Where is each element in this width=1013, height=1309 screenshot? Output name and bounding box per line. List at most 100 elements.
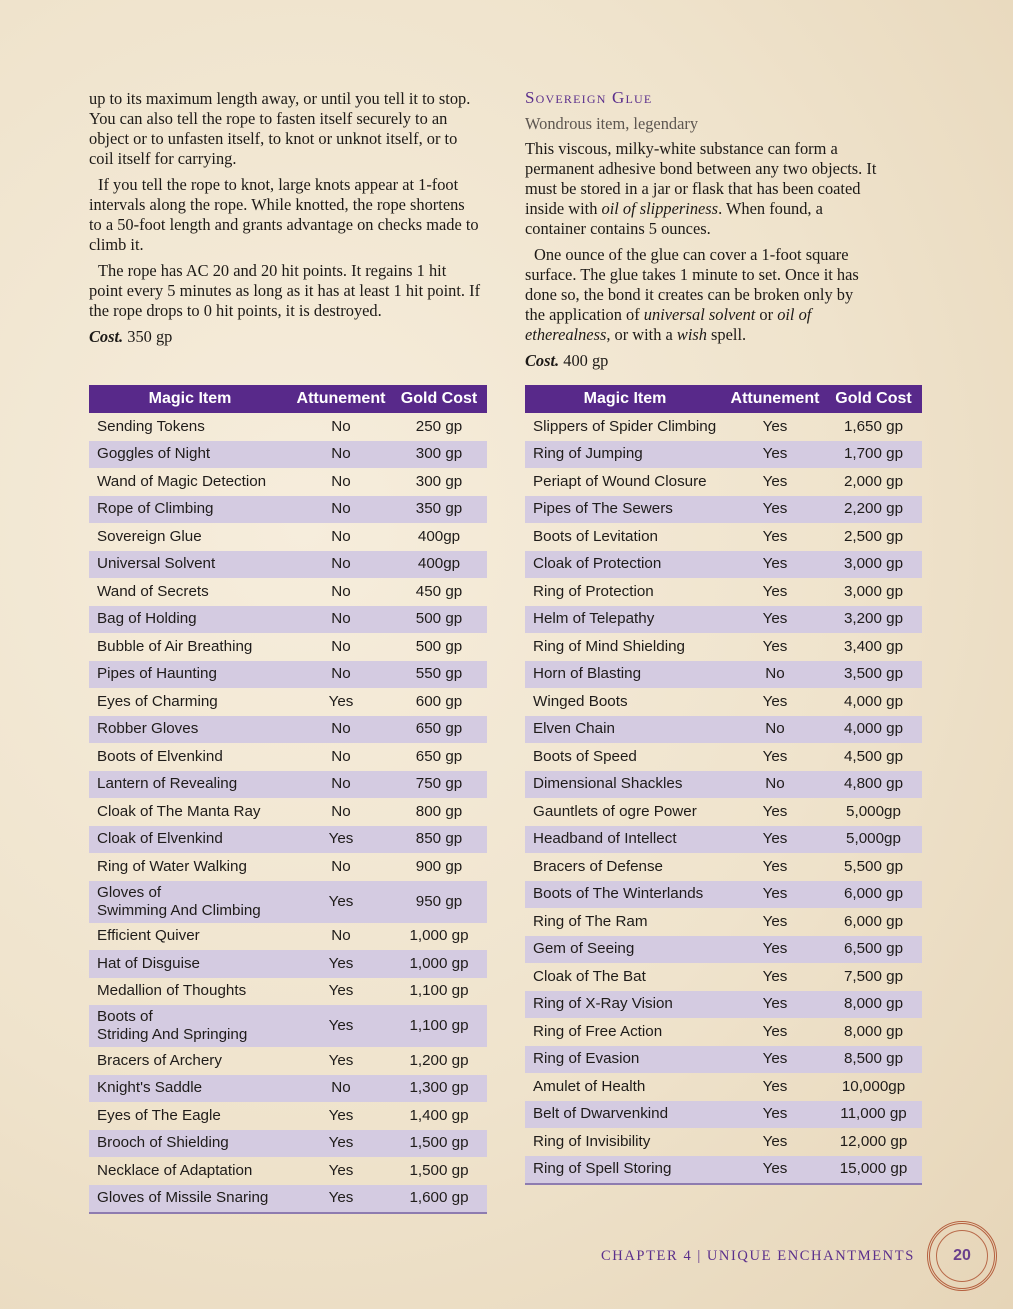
cell-gold-cost: 1,650 gp <box>843 417 904 435</box>
cell-attunement: No <box>291 770 391 798</box>
cell-magic-item: Wand of Secrets <box>97 582 209 600</box>
right-column-text: Sovereign Glue Wondrous item, legendary … <box>525 88 877 377</box>
cell-attunement: Yes <box>291 1129 391 1157</box>
cell-magic-item: Necklace of Adaptation <box>97 1161 253 1179</box>
table-row: Bracers of Archery Yes 1,200 gp <box>89 1047 487 1075</box>
cell-gold-cost: 11,000 gp <box>825 1100 922 1128</box>
table-row: Boots of Elvenkind No 650 gp <box>89 743 487 771</box>
cell-attunement: Yes <box>762 692 788 710</box>
cell-attunement: Yes <box>725 440 825 468</box>
cell-magic-item: Dimensional Shackles <box>525 770 725 798</box>
cell-magic-item: Knight's Saddle <box>89 1074 291 1102</box>
table-row: Helm of Telepathy Yes 3,200 gp <box>525 605 922 633</box>
table-row: Ring of Spell Storing Yes 15,000 gp <box>525 1155 922 1185</box>
cell-attunement: No <box>331 472 351 490</box>
cell-gold-cost: 3,000 gp <box>825 550 922 578</box>
cell-magic-item: Ring of Spell Storing <box>525 1155 725 1185</box>
table-row: Gloves of Missile Snaring Yes 1,600 gp <box>89 1184 487 1214</box>
table-row: Ring of Water Walking No 900 gp <box>89 853 487 881</box>
table-row: Gloves of Swimming And Climbing Yes 950 gp <box>89 880 487 923</box>
cell-gold-cost: 6,000 gp <box>825 880 922 908</box>
cell-magic-item: Lantern of Revealing <box>89 770 291 798</box>
cell-magic-item: Bracers of Defense <box>533 857 663 875</box>
cell-gold-cost: 1,100 gp <box>391 1005 487 1047</box>
cell-magic-item: Cloak of Elvenkind <box>89 825 291 853</box>
magic-items-table-left: Magic Item Attunement Gold Cost Sending … <box>89 385 487 1214</box>
cell-attunement: Yes <box>762 912 788 930</box>
cell-gold-cost: 4,500 gp <box>843 747 904 765</box>
cell-gold-cost: 400gp <box>417 527 461 545</box>
table-row: Pipes of The Sewers Yes 2,200 gp <box>525 495 922 523</box>
cell-magic-item: Winged Boots <box>533 692 628 710</box>
cell-attunement: Yes <box>725 495 825 523</box>
cell-attunement: Yes <box>725 1045 825 1073</box>
cell-magic-item: Bag of Holding <box>89 605 291 633</box>
cell-attunement: Yes <box>762 1132 788 1150</box>
cell-magic-item: Bubble of Air Breathing <box>97 637 253 655</box>
table-row: Eyes of The Eagle Yes 1,400 gp <box>89 1102 487 1130</box>
cell-attunement: Yes <box>328 1161 354 1179</box>
cell-attunement: Yes <box>762 582 788 600</box>
table-row: Wand of Secrets No 450 gp <box>89 578 487 606</box>
page-number-seal-icon: 20 <box>927 1221 997 1291</box>
cell-attunement: Yes <box>291 950 391 978</box>
cell-gold-cost: 1,400 gp <box>409 1106 469 1124</box>
cost-line: Cost. 400 gp <box>525 351 877 371</box>
cell-attunement: No <box>291 440 391 468</box>
cell-magic-item: Belt of Dwarvenkind <box>525 1100 725 1128</box>
cell-attunement: Yes <box>291 880 391 923</box>
cell-gold-cost: 750 gp <box>391 770 487 798</box>
cell-magic-item: Gloves of Missile Snaring <box>89 1184 291 1214</box>
cell-attunement: No <box>291 715 391 743</box>
cost-line: Cost. 350 gp <box>89 327 481 347</box>
cell-attunement: No <box>331 747 351 765</box>
cell-attunement: No <box>331 857 351 875</box>
cell-attunement: Yes <box>328 1051 354 1069</box>
cell-attunement: No <box>331 802 351 820</box>
table-row: Elven Chain No 4,000 gp <box>525 715 922 743</box>
cell-magic-item: Headband of Intellect <box>525 825 725 853</box>
cell-gold-cost: 10,000gp <box>841 1077 906 1095</box>
table-row: Gem of Seeing Yes 6,500 gp <box>525 935 922 963</box>
cell-attunement: Yes <box>762 967 788 985</box>
footer-chapter: CHAPTER 4 <box>601 1248 693 1264</box>
cell-magic-item: Robber Gloves <box>89 715 291 743</box>
table-row: Sending Tokens No 250 gp <box>89 413 487 441</box>
cell-attunement: No <box>725 770 825 798</box>
cell-magic-item: Horn of Blasting <box>525 660 725 688</box>
cell-gold-cost: 2,000 gp <box>843 472 904 490</box>
cell-attunement: No <box>725 660 825 688</box>
table-row: Efficient Quiver No 1,000 gp <box>89 923 487 951</box>
table-row: Ring of The Ram Yes 6,000 gp <box>525 908 922 936</box>
cell-magic-item: Sovereign Glue <box>97 527 202 545</box>
text: One ounce of the glue can cover a 1-foot… <box>525 245 859 324</box>
cell-gold-cost: 550 gp <box>391 660 487 688</box>
table-row: Belt of Dwarvenkind Yes 11,000 gp <box>525 1100 922 1128</box>
header-attunement: Attunement <box>291 385 391 413</box>
cell-gold-cost: 600 gp <box>415 692 463 710</box>
table-row: Cloak of The Bat Yes 7,500 gp <box>525 963 922 991</box>
table-row: Medallion of Thoughts Yes 1,100 gp <box>89 978 487 1006</box>
text: . When found, a container contains 5 oun… <box>525 199 823 238</box>
header-attunement: Attunement <box>725 385 825 413</box>
cell-attunement: Yes <box>328 1106 354 1124</box>
page-number: 20 <box>953 1247 971 1264</box>
header-gold-cost: Gold Cost <box>825 385 922 413</box>
table-row: Bracers of Defense Yes 5,500 gp <box>525 853 922 881</box>
cell-attunement: Yes <box>762 802 788 820</box>
cell-gold-cost: 4,000 gp <box>843 692 904 710</box>
italic-text: universal solvent <box>643 305 756 324</box>
cell-attunement: Yes <box>725 825 825 853</box>
cell-gold-cost: 500 gp <box>415 637 463 655</box>
cell-magic-item: Hat of Disguise <box>89 950 291 978</box>
cell-gold-cost: 4,000 gp <box>825 715 922 743</box>
cell-magic-item: Boots of Striding And Springing <box>89 1005 291 1047</box>
cell-magic-item: Amulet of Health <box>533 1077 646 1095</box>
table-row: Pipes of Haunting No 550 gp <box>89 660 487 688</box>
table-row: Boots of Speed Yes 4,500 gp <box>525 743 922 771</box>
cell-gold-cost: 2,200 gp <box>825 495 922 523</box>
left-column-text: up to its maximum length away, or until … <box>89 89 481 353</box>
table-row: Cloak of Elvenkind Yes 850 gp <box>89 825 487 853</box>
cell-magic-item: Ring of Free Action <box>533 1022 663 1040</box>
cost-value: 400 gp <box>559 351 609 370</box>
